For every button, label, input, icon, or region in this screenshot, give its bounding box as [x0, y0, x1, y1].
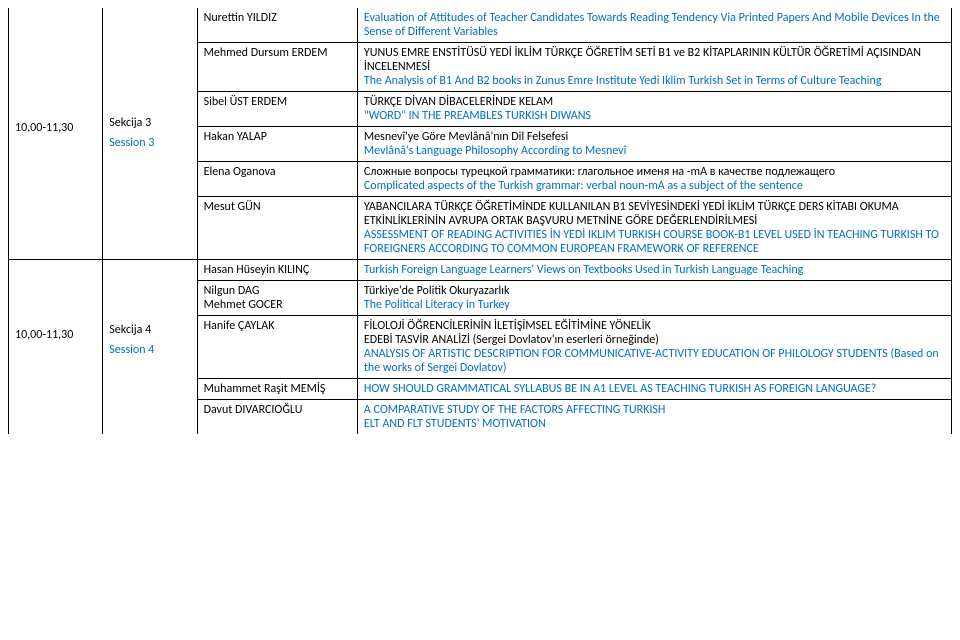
- title-cell: FİLOLOJİ ÖĞRENCİLERİNİN İLETİŞİMSEL EĞİT…: [357, 316, 951, 379]
- title-cell: YUNUS EMRE ENSTİTÜSÜ YEDİ İKLİM TÜRKÇE Ö…: [357, 43, 951, 92]
- author-cell: Mesut GÜN: [197, 197, 357, 260]
- title-line: Complicated aspects of the Turkish gramm…: [364, 179, 945, 193]
- session-a: Sekcija 3: [109, 116, 190, 130]
- session-b: Session 3: [109, 136, 190, 150]
- session-cell: Sekcija 4 Session 4: [103, 260, 197, 435]
- title-line: Evaluation of Attitudes of Teacher Candi…: [364, 11, 945, 39]
- session-b: Session 4: [109, 343, 190, 357]
- title-cell: A COMPARATIVE STUDY OF THE FACTORS AFFEC…: [357, 400, 951, 435]
- author-text: Mesut GÜN: [204, 200, 261, 214]
- table-row: 10,00-11,30 Sekcija 4 Session 4 Hasan Hü…: [9, 260, 952, 281]
- title-line: Turkish Foreign Language Learners' Views…: [364, 263, 945, 277]
- author-text: Hasan Hüseyin KILINÇ: [204, 263, 310, 277]
- author-cell: Elena Oganova: [197, 162, 357, 197]
- author-text: Davut DIVARCIOĞLU: [204, 403, 303, 417]
- author-text: Hanife ÇAYLAK: [204, 319, 275, 333]
- title-cell: Evaluation of Attitudes of Teacher Candi…: [357, 8, 951, 43]
- author-text: Mehmed Dursum ERDEM: [204, 46, 328, 60]
- title-cell: TÜRKÇE DİVAN DİBACELERİNDE KELAM "WORD" …: [357, 92, 951, 127]
- author-text: Nilgun DAG Mehmet GOCER: [204, 284, 283, 312]
- title-line: EDEBİ TASVİR ANALİZİ (Sergei Dovlatov'ın…: [364, 333, 945, 347]
- title-cell: YABANCILARA TÜRKÇE ÖĞRETİMİNDE KULLANILA…: [357, 197, 951, 260]
- session-cell: Sekcija 3 Session 3: [103, 8, 197, 260]
- title-line: Mevlânâ's Language Philosophy According …: [364, 144, 945, 158]
- title-cell: HOW SHOULD GRAMMATICAL SYLLABUS BE IN A1…: [357, 379, 951, 400]
- title-line: ASSESSMENT OF READING ACTIVITIES İN YEDİ…: [364, 228, 945, 256]
- title-line: ANALYSIS OF ARTISTIC DESCRIPTION FOR COM…: [364, 347, 945, 375]
- title-cell: Turkish Foreign Language Learners' Views…: [357, 260, 951, 281]
- schedule-table: 10,00-11,30 Sekcija 3 Session 3 Nurettin…: [8, 8, 952, 434]
- time-text: 10,00-11,30: [15, 121, 96, 135]
- author-cell: Sibel ÜST ERDEM: [197, 92, 357, 127]
- title-line: "WORD" IN THE PREAMBLES TURKISH DIWANS: [364, 109, 945, 123]
- title-line: The Analysis of B1 And B2 books in Zunus…: [364, 74, 945, 88]
- title-line: YUNUS EMRE ENSTİTÜSÜ YEDİ İKLİM TÜRKÇE Ö…: [364, 46, 945, 74]
- title-line: FİLOLOJİ ÖĞRENCİLERİNİN İLETİŞİMSEL EĞİT…: [364, 319, 945, 333]
- title-line: Mesnevî'ye Göre Mevlânâ'nın Dil Felsefes…: [364, 130, 945, 144]
- author-cell: Nurettin YILDIZ: [197, 8, 357, 43]
- title-cell: Сложные вопросы турецкой грамматики: гла…: [357, 162, 951, 197]
- author-cell: Muhammet Raşit MEMİŞ: [197, 379, 357, 400]
- author-text: Hakan YALAP: [204, 130, 267, 144]
- time-cell: 10,00-11,30: [9, 260, 103, 435]
- title-line: A COMPARATIVE STUDY OF THE FACTORS AFFEC…: [364, 403, 945, 417]
- table-row: 10,00-11,30 Sekcija 3 Session 3 Nurettin…: [9, 8, 952, 43]
- title-cell: Türkiye'de Politik Okuryazarlık The Poli…: [357, 281, 951, 316]
- title-line: Сложные вопросы турецкой грамматики: гла…: [364, 165, 945, 179]
- title-line: TÜRKÇE DİVAN DİBACELERİNDE KELAM: [364, 95, 945, 109]
- title-line: HOW SHOULD GRAMMATICAL SYLLABUS BE IN A1…: [364, 382, 945, 396]
- title-line: ELT AND FLT STUDENTS' MOTIVATION: [364, 417, 945, 431]
- author-cell: Mehmed Dursum ERDEM: [197, 43, 357, 92]
- author-cell: Hanife ÇAYLAK: [197, 316, 357, 379]
- author-cell: Hakan YALAP: [197, 127, 357, 162]
- title-line: YABANCILARA TÜRKÇE ÖĞRETİMİNDE KULLANILA…: [364, 200, 945, 228]
- author-text: Elena Oganova: [204, 165, 276, 179]
- time-cell: 10,00-11,30: [9, 8, 103, 260]
- title-cell: Mesnevî'ye Göre Mevlânâ'nın Dil Felsefes…: [357, 127, 951, 162]
- time-text: 10,00-11,30: [15, 328, 96, 342]
- title-line: Türkiye'de Politik Okuryazarlık: [364, 284, 945, 298]
- author-text: Nurettin YILDIZ: [204, 11, 277, 25]
- author-cell: Davut DIVARCIOĞLU: [197, 400, 357, 435]
- session-a: Sekcija 4: [109, 323, 190, 337]
- author-cell: Nilgun DAG Mehmet GOCER: [197, 281, 357, 316]
- author-text: Muhammet Raşit MEMİŞ: [204, 382, 326, 396]
- author-text: Sibel ÜST ERDEM: [204, 95, 288, 109]
- author-cell: Hasan Hüseyin KILINÇ: [197, 260, 357, 281]
- title-line: The Political Literacy in Turkey: [364, 298, 945, 312]
